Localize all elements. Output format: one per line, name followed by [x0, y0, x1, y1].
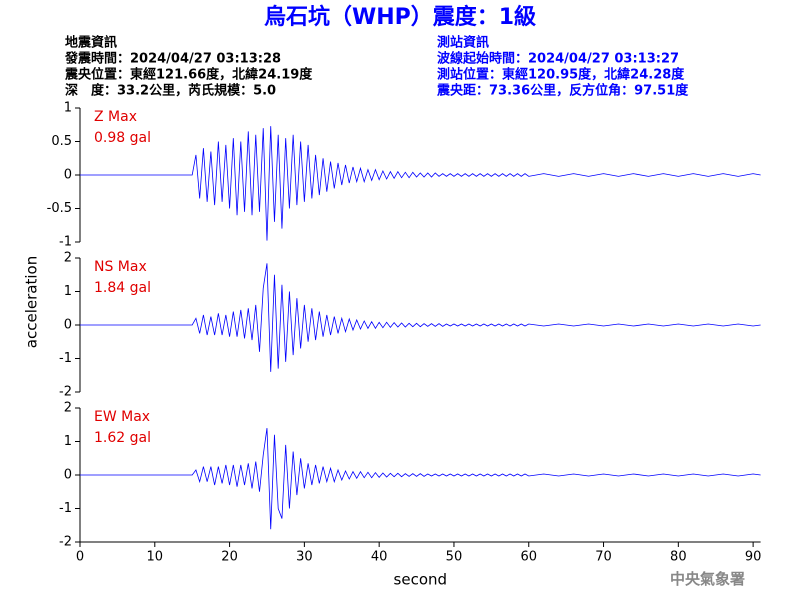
info-line: 發震時間：2024/04/27 03:13:28: [64, 51, 281, 67]
max-annotation: 0.98 gal: [94, 130, 151, 146]
max-annotation: EW Max: [94, 409, 150, 425]
y-tick-label: 0: [64, 168, 72, 183]
chart-title: 烏石坑（WHP）震度：1級: [264, 4, 536, 30]
x-tick-label: 60: [520, 550, 537, 565]
y-tick-label: -1: [59, 235, 72, 250]
y-tick-label: -1: [59, 501, 72, 516]
x-tick-label: 0: [76, 550, 84, 565]
x-tick-label: 40: [371, 550, 388, 565]
waveform: [80, 263, 761, 372]
y-tick-label: 0: [64, 318, 72, 333]
x-tick-label: 30: [296, 550, 313, 565]
y-axis-label: acceleration: [23, 256, 41, 348]
x-tick-label: 90: [745, 550, 762, 565]
info-line: 震央位置：東經121.66度，北緯24.19度: [64, 67, 313, 83]
info-line: 測站資訊: [437, 35, 489, 51]
y-tick-label: 1: [64, 434, 72, 449]
info-line: 地震資訊: [65, 35, 117, 51]
y-tick-label: -0.5: [47, 201, 72, 216]
y-tick-label: 2: [64, 251, 72, 266]
y-tick-label: 0.5: [51, 134, 72, 149]
x-tick-label: 80: [670, 550, 687, 565]
max-annotation: 1.84 gal: [94, 280, 151, 296]
info-line: 深 度：33.2公里，芮氏規模：5.0: [65, 83, 276, 99]
y-tick-label: 0: [64, 468, 72, 483]
y-tick-label: 1: [64, 284, 72, 299]
x-axis-label: second: [394, 571, 448, 589]
waveform: [80, 428, 761, 530]
info-line: 測站位置：東經120.95度，北緯24.28度: [437, 67, 685, 83]
max-annotation: NS Max: [94, 259, 147, 275]
x-tick-label: 10: [147, 550, 164, 565]
info-line: 震央距：73.36公里，反方位角：97.51度: [436, 83, 689, 99]
y-tick-label: 1: [64, 101, 72, 116]
x-tick-label: 20: [221, 550, 238, 565]
max-annotation: 1.62 gal: [94, 430, 151, 446]
y-tick-label: -2: [59, 385, 72, 400]
x-tick-label: 70: [595, 550, 612, 565]
y-tick-label: -1: [59, 351, 72, 366]
y-tick-label: 2: [64, 401, 72, 416]
footer: 中央氣象署: [670, 570, 745, 588]
info-line: 波線起始時間：2024/04/27 03:13:27: [437, 51, 679, 67]
waveform: [80, 126, 761, 241]
x-tick-label: 50: [446, 550, 463, 565]
max-annotation: Z Max: [94, 109, 137, 125]
y-tick-label: -2: [59, 535, 72, 550]
